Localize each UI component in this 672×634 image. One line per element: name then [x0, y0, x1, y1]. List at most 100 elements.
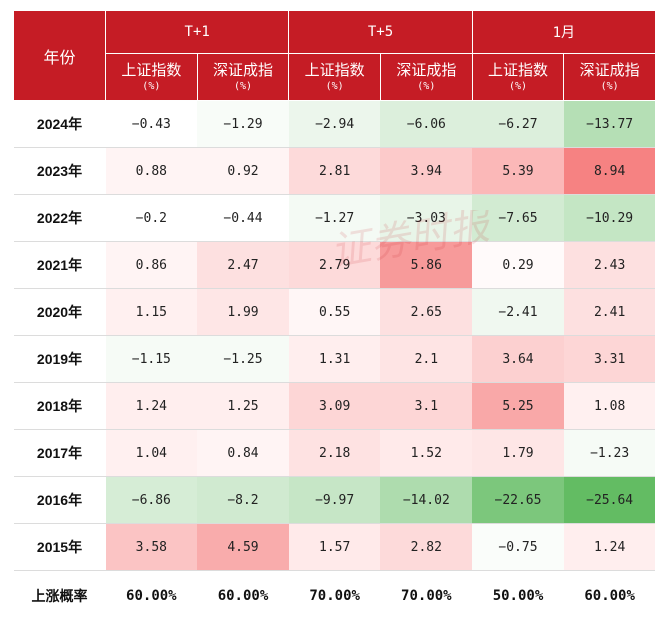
- year-cell: 2016年: [13, 476, 106, 524]
- value-cell: 0.55: [288, 288, 381, 336]
- value-cell: −25.64: [563, 476, 656, 524]
- year-header: 年份: [13, 10, 106, 101]
- value-cell: 2.18: [288, 429, 381, 477]
- value-cell: 0.84: [197, 429, 289, 477]
- unit-label: (%): [417, 81, 436, 92]
- probability-value: 50.00%: [492, 588, 544, 604]
- value-cell: 3.09: [288, 382, 381, 430]
- year-cell: 2023年: [13, 147, 106, 195]
- unit-label: (%): [508, 81, 528, 92]
- group-header-jan: 1月: [471, 10, 656, 54]
- col-header: 上证指数 (%): [471, 53, 565, 101]
- probability-value: 60.00%: [584, 588, 635, 604]
- value-cell: 1.25: [197, 382, 289, 430]
- value-cell: 2.65: [380, 288, 473, 336]
- table-row: 2019年 −1.15 −1.25 1.31 2.1 3.64 3.31: [13, 335, 656, 383]
- value-cell: −0.44: [197, 194, 289, 242]
- probability-value: 60.00%: [217, 588, 269, 604]
- value-cell: −1.27: [288, 194, 381, 242]
- value-cell: 1.79: [472, 429, 564, 477]
- col-header-label: 深证成指: [212, 62, 273, 79]
- unit-label: (%): [325, 81, 344, 92]
- value-cell: 1.08: [563, 382, 656, 430]
- value-cell: −0.43: [105, 100, 198, 148]
- year-cell: 2017年: [13, 429, 106, 477]
- table-row: 2021年 0.86 2.47 2.79 5.86 0.29 2.43: [13, 241, 656, 289]
- group-header-t1: T+1: [104, 10, 290, 54]
- value-cell: 2.41: [563, 288, 656, 336]
- table-row: 2022年 −0.2 −0.44 −1.27 −3.03 −7.65 −10.29: [13, 194, 656, 242]
- value-cell: −2.41: [472, 288, 564, 336]
- group-header-t5: T+5: [288, 10, 473, 54]
- table-row: 2018年 1.24 1.25 3.09 3.1 5.25 1.08: [13, 382, 656, 430]
- value-cell: −2.94: [288, 100, 381, 148]
- value-cell: 1.24: [563, 523, 656, 571]
- value-cell: 0.86: [105, 241, 198, 289]
- value-cell: −9.97: [288, 476, 381, 524]
- col-header: 上证指数 (%): [288, 53, 381, 101]
- col-header-label: 上证指数: [304, 62, 365, 79]
- value-cell: −6.27: [472, 100, 564, 148]
- value-cell: −10.29: [563, 194, 656, 242]
- value-cell: 3.94: [380, 147, 473, 195]
- value-cell: 1.24: [105, 382, 198, 430]
- value-cell: 5.39: [472, 147, 564, 195]
- value-cell: −22.65: [472, 476, 564, 524]
- value-cell: 2.47: [197, 241, 289, 289]
- value-cell: 2.82: [380, 523, 473, 571]
- value-cell: 2.81: [288, 147, 381, 195]
- table-row: 2016年 −6.86 −8.2 −9.97 −14.02 −22.65 −25.64: [13, 476, 656, 524]
- value-cell: −13.77: [563, 100, 656, 148]
- unit-label: (%): [600, 81, 619, 92]
- probability-value: 70.00%: [401, 588, 452, 604]
- value-cell: −14.02: [380, 476, 473, 524]
- value-cell: −1.23: [563, 429, 656, 477]
- value-cell: −6.86: [105, 476, 198, 524]
- value-cell: 1.99: [197, 288, 289, 336]
- value-cell: 3.31: [563, 335, 656, 383]
- table-row: 2024年 −0.43 −1.29 −2.94 −6.06 −6.27 −13.77: [13, 100, 656, 148]
- year-cell: 2015年: [13, 523, 106, 571]
- value-cell: −0.2: [105, 194, 198, 242]
- value-cell: 1.52: [380, 429, 473, 477]
- value-cell: 0.88: [105, 147, 198, 195]
- value-cell: 3.64: [472, 335, 564, 383]
- unit-label: (%): [233, 81, 253, 92]
- col-header-label: 上证指数: [487, 62, 548, 79]
- value-cell: −8.2: [197, 476, 289, 524]
- value-cell: 2.79: [288, 241, 381, 289]
- year-cell: 2020年: [13, 288, 106, 336]
- value-cell: −1.29: [197, 100, 289, 148]
- table-row: 2017年 1.04 0.84 2.18 1.52 1.79 −1.23: [13, 429, 656, 477]
- header-group-row: 年份 T+1 T+5 1月: [13, 10, 656, 101]
- value-cell: 1.04: [105, 429, 198, 477]
- year-cell: 2021年: [13, 241, 106, 289]
- returns-table: 年份 T+1 T+5 1月 上证指数 (%) 深证成指 (%) 上证指数 (%) 深证…: [13, 10, 656, 621]
- value-cell: 1.15: [105, 288, 198, 336]
- value-cell: −7.65: [472, 194, 564, 242]
- year-cell: 2019年: [13, 335, 106, 383]
- value-cell: 3.58: [105, 523, 198, 571]
- table-body: 2024年 −0.43 −1.29 −2.94 −6.06 −6.27 −13.77 2023…: [13, 100, 656, 622]
- table-row: 2023年 0.88 0.92 2.81 3.94 5.39 8.94: [13, 147, 656, 195]
- probability-label: 上涨概率: [31, 588, 88, 604]
- value-cell: 5.86: [380, 241, 473, 289]
- probability-value: 60.00%: [126, 588, 177, 604]
- year-cell: 2018年: [13, 382, 106, 430]
- value-cell: 2.43: [563, 241, 656, 289]
- value-cell: 3.1: [380, 382, 473, 430]
- col-header: 深证成指 (%): [379, 53, 473, 101]
- value-cell: −1.15: [105, 335, 198, 383]
- table-row: 2020年 1.15 1.99 0.55 2.65 −2.41 2.41: [13, 288, 656, 336]
- col-header: 上证指数 (%): [105, 53, 198, 101]
- value-cell: 1.57: [288, 523, 381, 571]
- header-sub-row: 上证指数 (%) 深证成指 (%) 上证指数 (%) 深证成指 (%) 上证指数 (%) …: [14, 53, 656, 101]
- value-cell: −6.06: [380, 100, 473, 148]
- value-cell: 8.94: [563, 147, 656, 195]
- col-header: 深证成指 (%): [563, 53, 656, 101]
- probability-value: 70.00%: [309, 588, 360, 604]
- value-cell: −1.25: [197, 335, 289, 383]
- value-cell: 0.92: [197, 147, 289, 195]
- value-cell: 5.25: [472, 382, 564, 430]
- col-header-label: 上证指数: [121, 62, 182, 79]
